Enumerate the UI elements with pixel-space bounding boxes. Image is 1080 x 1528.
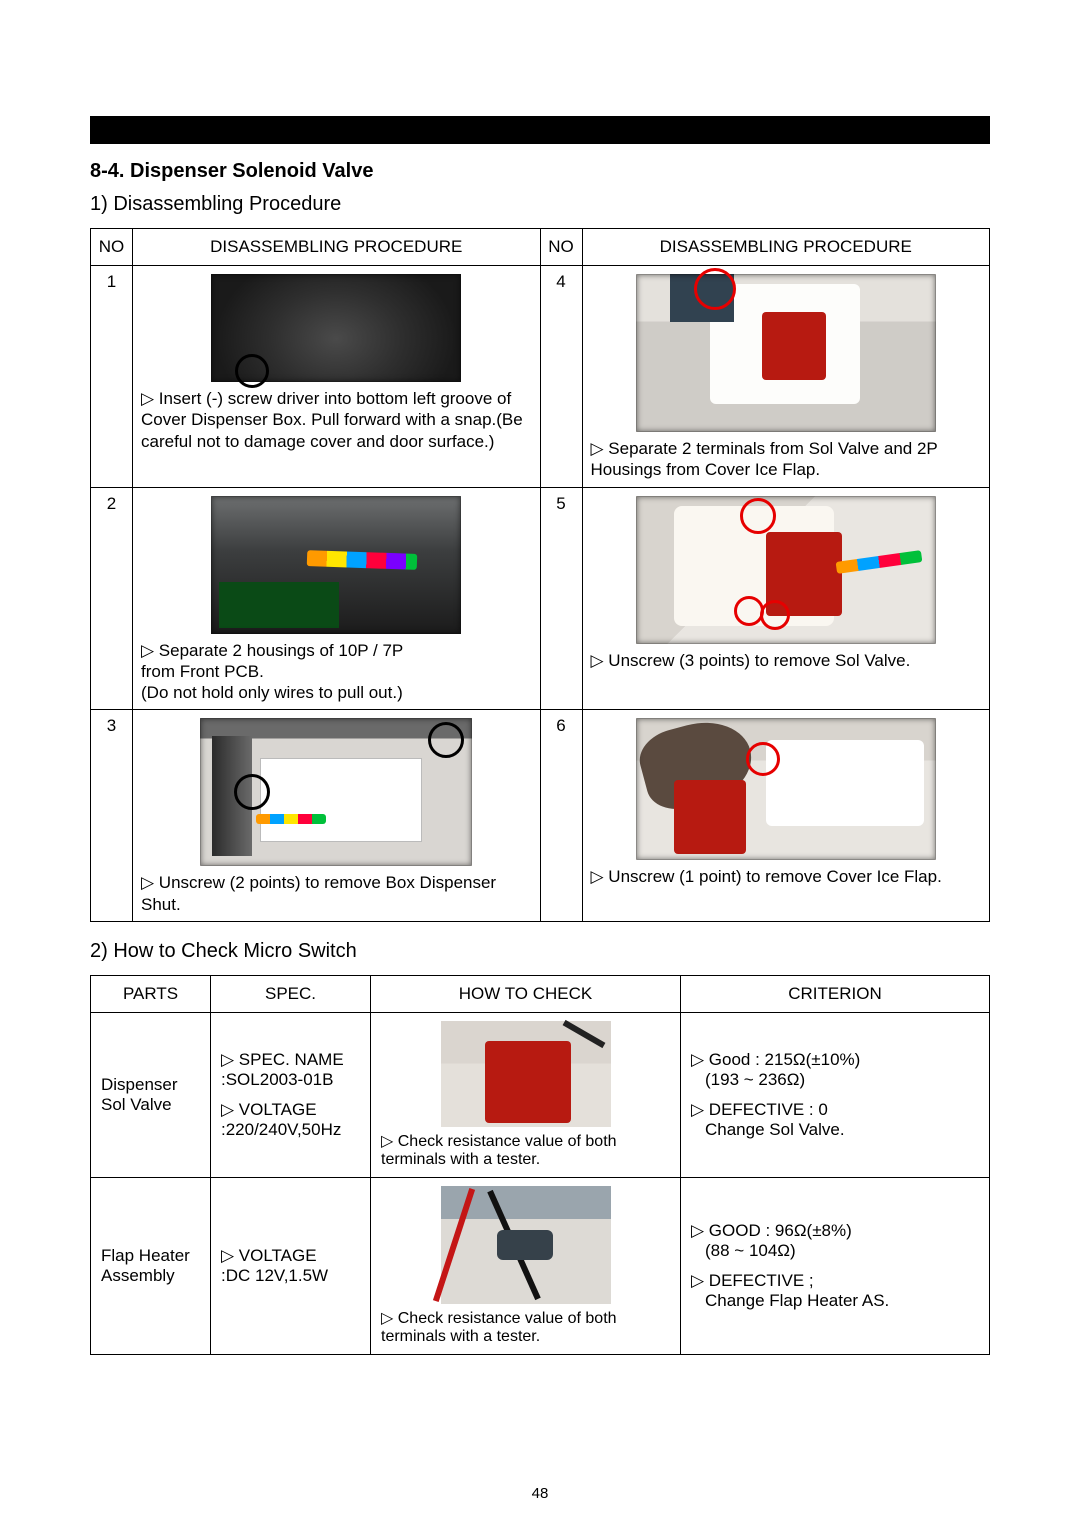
col-how: HOW TO CHECK bbox=[371, 975, 681, 1012]
step-no: 6 bbox=[540, 710, 582, 922]
disassembly-table: NO DISASSEMBLING PROCEDURE NO DISASSEMBL… bbox=[90, 228, 990, 922]
step-photo bbox=[636, 496, 936, 644]
step-cell: Separate 2 housings of 10P / 7P from Fro… bbox=[133, 487, 541, 710]
spec-cell: VOLTAGE :DC 12V,1.5W bbox=[211, 1177, 371, 1354]
step-caption: Separate 2 terminals from Sol Valve and … bbox=[591, 438, 982, 481]
step-photo bbox=[211, 274, 461, 382]
page: 8-4. Dispenser Solenoid Valve 1) Disasse… bbox=[0, 0, 1080, 1528]
step-caption: Insert (-) screw driver into bottom left… bbox=[141, 388, 532, 452]
step-cell: Unscrew (3 points) to remove Sol Valve. bbox=[582, 487, 990, 710]
step-caption: Separate 2 housings of 10P / 7P from Fro… bbox=[141, 640, 532, 704]
step-cell: Insert (-) screw driver into bottom left… bbox=[133, 266, 541, 488]
check-photo bbox=[441, 1186, 611, 1304]
step-caption: Unscrew (2 points) to remove Box Dispens… bbox=[141, 872, 532, 915]
step-cell: Unscrew (1 point) to remove Cover Ice Fl… bbox=[582, 710, 990, 922]
col-parts: PARTS bbox=[91, 975, 211, 1012]
criterion-value: (193 ~ 236Ω) bbox=[691, 1070, 979, 1090]
spec-value: :DC 12V,1.5W bbox=[221, 1266, 360, 1286]
how-cell: Check resistance value of both terminals… bbox=[371, 1012, 681, 1177]
step-photo bbox=[200, 718, 472, 866]
circle-marker-icon bbox=[734, 596, 764, 626]
step-no: 3 bbox=[91, 710, 133, 922]
step-no: 4 bbox=[540, 266, 582, 488]
step-caption: Unscrew (3 points) to remove Sol Valve. bbox=[591, 650, 982, 671]
circle-marker-icon bbox=[740, 498, 776, 534]
page-number: 48 bbox=[0, 1485, 1080, 1502]
col-no-right: NO bbox=[540, 229, 582, 266]
spec-value: :SOL2003-01B bbox=[221, 1070, 360, 1090]
step-no: 1 bbox=[91, 266, 133, 488]
col-no-left: NO bbox=[91, 229, 133, 266]
table-row: 1 Insert (-) screw driver into bottom le… bbox=[91, 266, 990, 488]
subsection-1-title: 1) Disassembling Procedure bbox=[90, 193, 990, 216]
step-no: 2 bbox=[91, 487, 133, 710]
criterion-value: Change Sol Valve. bbox=[691, 1120, 979, 1140]
step-caption: Unscrew (1 point) to remove Cover Ice Fl… bbox=[591, 866, 982, 887]
col-criterion: CRITERION bbox=[681, 975, 990, 1012]
table-header-row: NO DISASSEMBLING PROCEDURE NO DISASSEMBL… bbox=[91, 229, 990, 266]
table-row: 3 Unscrew (2 points) to remove Box Dispe… bbox=[91, 710, 990, 922]
table-row: Dispenser Sol Valve SPEC. NAME :SOL2003-… bbox=[91, 1012, 990, 1177]
parts-cell: Dispenser Sol Valve bbox=[91, 1012, 211, 1177]
how-cell: Check resistance value of both terminals… bbox=[371, 1177, 681, 1354]
how-caption: Check resistance value of both terminals… bbox=[381, 1308, 670, 1346]
table-row: 2 Separate 2 housings of 10P / 7P from F… bbox=[91, 487, 990, 710]
criterion-cell: Good : 215Ω(±10%) (193 ~ 236Ω) DEFECTIVE… bbox=[681, 1012, 990, 1177]
subsection-2-title: 2) How to Check Micro Switch bbox=[90, 940, 990, 963]
step-cell: Unscrew (2 points) to remove Box Dispens… bbox=[133, 710, 541, 922]
step-photo bbox=[211, 496, 461, 634]
step-caption-line: from Front PCB. bbox=[141, 662, 264, 681]
spec-value: :220/240V,50Hz bbox=[221, 1120, 360, 1140]
criterion-value: (88 ~ 104Ω) bbox=[691, 1241, 979, 1261]
circle-marker-icon bbox=[746, 742, 780, 776]
criterion-value: Change Flap Heater AS. bbox=[691, 1291, 979, 1311]
check-table: PARTS SPEC. HOW TO CHECK CRITERION Dispe… bbox=[90, 975, 990, 1355]
circle-marker-icon bbox=[694, 268, 736, 310]
circle-marker-icon bbox=[760, 600, 790, 630]
spec-cell: SPEC. NAME :SOL2003-01B VOLTAGE :220/240… bbox=[211, 1012, 371, 1177]
col-proc-left: DISASSEMBLING PROCEDURE bbox=[133, 229, 541, 266]
check-photo bbox=[441, 1021, 611, 1127]
section-title: 8-4. Dispenser Solenoid Valve bbox=[90, 160, 990, 183]
table-header-row: PARTS SPEC. HOW TO CHECK CRITERION bbox=[91, 975, 990, 1012]
table-row: Flap Heater Assembly VOLTAGE :DC 12V,1.5… bbox=[91, 1177, 990, 1354]
how-caption: Check resistance value of both terminals… bbox=[381, 1131, 670, 1169]
step-photo bbox=[636, 274, 936, 432]
step-no: 5 bbox=[540, 487, 582, 710]
parts-cell: Flap Heater Assembly bbox=[91, 1177, 211, 1354]
col-spec: SPEC. bbox=[211, 975, 371, 1012]
col-proc-right: DISASSEMBLING PROCEDURE bbox=[582, 229, 990, 266]
header-black-band bbox=[90, 116, 990, 144]
circle-marker-icon bbox=[235, 354, 269, 388]
step-cell: Separate 2 terminals from Sol Valve and … bbox=[582, 266, 990, 488]
step-photo bbox=[636, 718, 936, 860]
step-caption-line: (Do not hold only wires to pull out.) bbox=[141, 683, 403, 702]
criterion-cell: GOOD : 96Ω(±8%) (88 ~ 104Ω) DEFECTIVE ; … bbox=[681, 1177, 990, 1354]
